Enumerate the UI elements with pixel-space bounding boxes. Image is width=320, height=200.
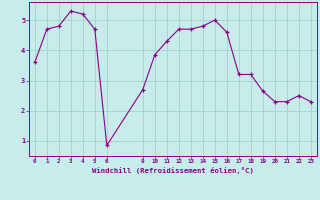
X-axis label: Windchill (Refroidissement éolien,°C): Windchill (Refroidissement éolien,°C) xyxy=(92,167,254,174)
